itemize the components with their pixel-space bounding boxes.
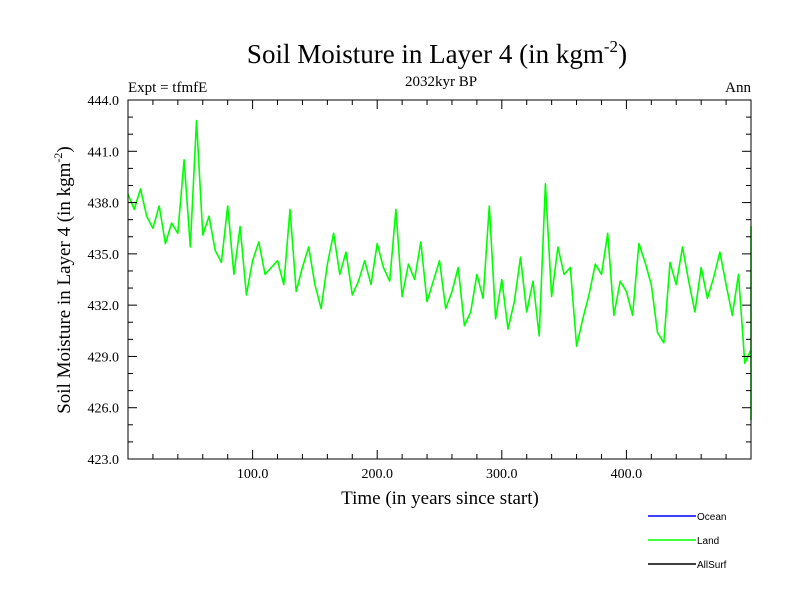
y-tick-label: 426.0 <box>88 402 120 417</box>
series-line-land <box>127 119 752 421</box>
legend-label-ocean: Ocean <box>697 512 726 523</box>
x-tick-label: 300.0 <box>486 467 518 482</box>
x-tick-label: 400.0 <box>611 467 643 482</box>
ylabel-close: ) <box>54 146 75 152</box>
title-main: Soil Moisture in Layer 4 (in kgm <box>247 39 604 69</box>
ylabel-main: Soil Moisture in Layer 4 (in kgm <box>54 162 75 413</box>
x-axis-label: Time (in years since start) <box>341 488 539 509</box>
legend-label-land: Land <box>697 536 719 547</box>
x-tick-label: 100.0 <box>237 467 269 482</box>
y-tick-label: 423.0 <box>88 453 120 468</box>
season-label: Ann <box>725 80 751 96</box>
experiment-label: Expt = tfmfE <box>128 80 207 96</box>
legend-label-allsurf: AllSurf <box>697 560 727 571</box>
plot-area <box>127 119 752 421</box>
axis-ticks: 423.0 426.0 429.0 432.0 435.0 438.0 441.0 444.0… <box>88 94 751 482</box>
title-superscript: -2 <box>604 37 618 56</box>
chart-subtitle: 2032kyr BP <box>405 74 477 90</box>
y-tick-label: 432.0 <box>88 299 120 314</box>
y-tick-label: 444.0 <box>88 94 120 109</box>
legend: Ocean Land AllSurf <box>648 512 727 571</box>
title-close: ) <box>618 39 627 69</box>
y-tick-label: 438.0 <box>88 197 120 212</box>
x-tick-label: 200.0 <box>361 467 393 482</box>
y-tick-label: 441.0 <box>88 145 120 160</box>
ylabel-superscript: -2 <box>51 153 65 163</box>
plot-frame <box>127 99 752 460</box>
y-axis-label: Soil Moisture in Layer 4 (in kgm-2) <box>51 146 75 414</box>
chart-title: Soil Moisture in Layer 4 (in kgm-2) <box>247 37 627 69</box>
y-tick-label: 435.0 <box>88 248 120 263</box>
y-tick-label: 429.0 <box>88 350 120 365</box>
